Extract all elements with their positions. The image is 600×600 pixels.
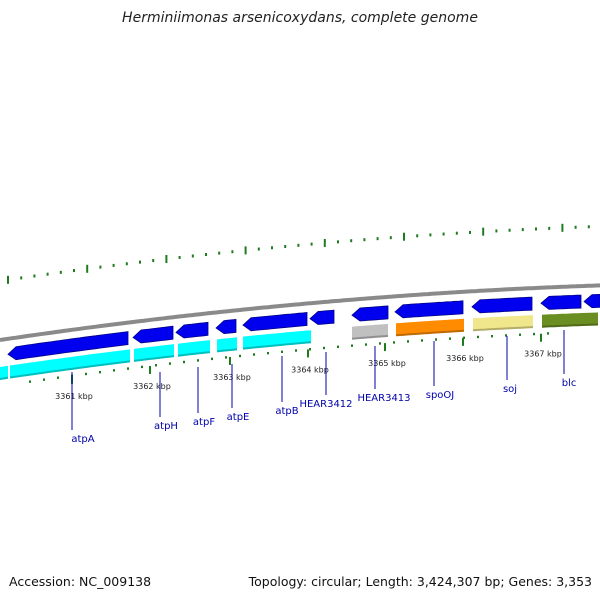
gene-block[interactable] [243,330,311,350]
cds-arrow[interactable] [7,331,129,361]
gene-label-atpe[interactable]: atpE [227,412,250,423]
gene-block[interactable] [0,365,8,380]
cds-arrow[interactable] [583,293,600,309]
gene-label-spooj[interactable]: spoOJ [426,390,455,401]
gene-label-atpb[interactable]: atpB [275,406,298,417]
gene-label-blc[interactable]: blc [562,378,577,389]
cds-arrow[interactable] [471,296,533,314]
gene-block[interactable] [134,344,174,362]
cds-arrow[interactable] [394,300,464,319]
gene-block[interactable] [10,349,130,379]
gene-block[interactable] [473,315,533,332]
gene-block[interactable] [396,318,464,337]
accession-text: Accession: NC_009138 [9,574,152,589]
kbp-tick-label: 3366 kbp [446,354,484,363]
topology-text: Topology: circular; Length: 3,424,307 bp… [248,574,592,589]
kbp-tick-label: 3367 kbp [524,350,562,359]
kbp-tick-label: 3364 kbp [291,365,329,374]
gene-shadow [133,355,175,362]
gene-block[interactable] [217,337,237,353]
gene-label-atph[interactable]: atpH [154,421,178,432]
cds-arrow[interactable] [215,318,237,335]
gene-shadow [472,326,534,332]
gene-shadow [177,351,211,357]
kbp-tick-label: 3362 kbp [133,382,171,391]
cds-arrow[interactable] [351,305,389,322]
gene-shadow [9,360,131,379]
gene-label-atpf[interactable]: atpF [193,417,215,428]
gene-block[interactable] [542,312,598,328]
gene-shadow [541,323,599,328]
gene-label-hear3413[interactable]: HEAR3413 [357,393,410,404]
gene-shadow [395,329,465,337]
gene-label-soj[interactable]: soj [503,384,517,395]
gene-shadow [242,341,312,350]
map-title: Herminiimonas arsenicoxydans, complete g… [122,10,478,26]
cds-arrow[interactable] [309,309,335,325]
gene-label-hear3412[interactable]: HEAR3412 [299,399,352,410]
kbp-tick-label: 3361 kbp [55,392,93,401]
cds-arrow[interactable] [175,321,209,339]
cds-arrow[interactable] [242,312,308,332]
cds-arrow[interactable] [132,325,174,344]
gene-block[interactable] [178,340,210,357]
gene-block[interactable] [352,323,388,340]
gene-label-atpa[interactable]: atpA [71,434,94,445]
gene-shadow [351,334,389,340]
backbone-ring [0,283,600,342]
gene-shadow [216,348,238,353]
kbp-tick-label: 3365 kbp [368,359,406,368]
cds-arrow[interactable] [540,294,582,310]
gene-shadow [0,376,9,380]
